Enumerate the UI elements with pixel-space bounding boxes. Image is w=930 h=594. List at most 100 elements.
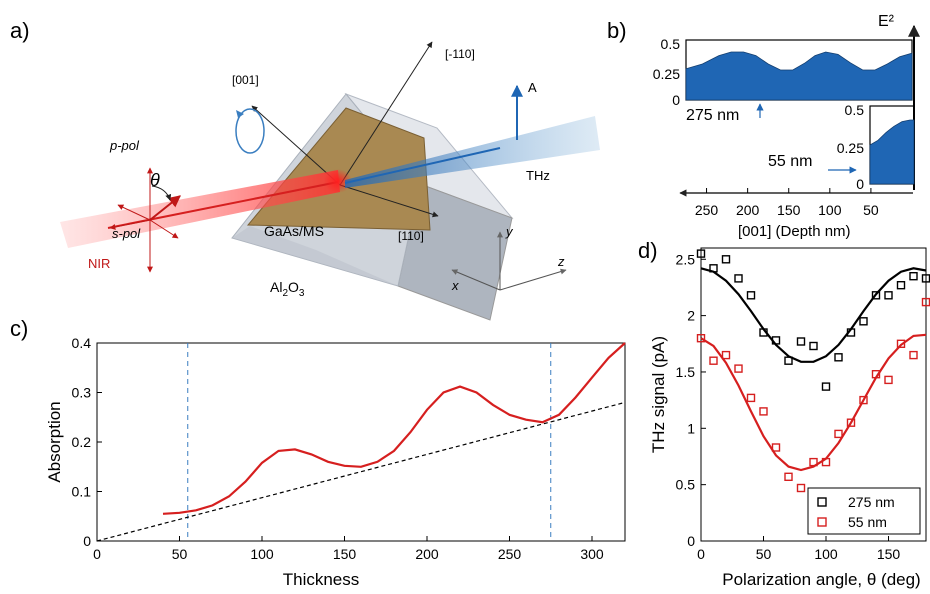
d-point-0 (834, 353, 843, 362)
p-pol-arrow (149, 195, 181, 221)
film-label: GaAs/MS (264, 223, 324, 239)
d-point-1 (734, 364, 743, 373)
d-point-0 (809, 341, 818, 351)
c-xtick-label: 200 (415, 546, 439, 562)
b-top-ytick: 0 (672, 92, 680, 108)
d-point-1 (884, 375, 893, 385)
b-bottom-ytick: 0.5 (845, 102, 865, 118)
e2-axis-label: E² (878, 13, 895, 30)
p-pol-label: p-pol (109, 138, 140, 153)
c-xtick-label: 150 (333, 546, 357, 562)
d-point-0 (859, 317, 868, 326)
c-xtick-label: 300 (580, 546, 604, 562)
d-xtick-label: 0 (697, 546, 705, 562)
d-legend-label-0: 275 nm (848, 494, 895, 510)
d-point-1 (784, 472, 793, 481)
s-pol-axis-b (149, 219, 179, 239)
c-reference-line (96, 401, 626, 542)
panel-d-label: d) (638, 238, 658, 263)
panel-d-thz-chart: 0 50 100 150 0 0.5 1 1.5 2 2.5 275 nm 55 nm Polariza… (649, 247, 930, 589)
d-point-0 (696, 249, 706, 258)
d-point-0 (909, 272, 918, 281)
d-point-0 (884, 291, 893, 300)
d-legend-marker-1 (817, 517, 827, 527)
d-fit-line-0 (700, 267, 927, 363)
thin-film-field-area (869, 119, 915, 185)
c-xtick-label: 0 (93, 546, 101, 562)
panel-c-absorption-chart: 0 50 100 150 200 250 300 0 0.1 0.2 0.3 0.4 Thickness… (45, 335, 626, 589)
c-ytick-label: 0.1 (72, 484, 92, 500)
axis-110m-line (339, 41, 433, 186)
d-ytick-label: 2 (687, 308, 695, 324)
d-ytick-label: 0.5 (676, 477, 696, 493)
d-point-1 (696, 334, 706, 343)
d-ytick-label: 0 (687, 533, 695, 549)
d-point-1 (771, 443, 781, 452)
d-point-0 (784, 356, 793, 365)
d-point-1 (746, 393, 756, 403)
d-xlabel: Polarization angle, θ (deg) (722, 570, 920, 589)
c-ylabel: Absorption (45, 401, 64, 482)
c-ytick-label: 0.3 (72, 385, 92, 401)
s-pol-arrow (109, 219, 151, 230)
d-ytick-label: 1 (687, 420, 695, 436)
b-top-ytick: 0.5 (661, 36, 681, 52)
coordinate-triad (451, 231, 567, 291)
c-xtick-label: 100 (250, 546, 274, 562)
d-plot-frame (700, 247, 927, 542)
d-point-1 (821, 457, 831, 467)
thz-beam (344, 84, 600, 188)
axis-001-label: [001] (232, 73, 259, 87)
b-xtick-label: 50 (863, 202, 879, 218)
d-point-0 (746, 291, 756, 300)
axis-110-line (339, 184, 439, 218)
c-xlabel: Thickness (283, 570, 360, 589)
d-point-0 (796, 337, 806, 346)
thz-beam-ray (344, 147, 501, 184)
d-xtick-label: 100 (814, 546, 838, 562)
d-point-1 (846, 418, 856, 427)
c-absorption-line (162, 342, 626, 515)
thz-label: THz (526, 168, 550, 183)
b-xtick-label: 250 (695, 202, 719, 218)
d-xtick-label: 50 (756, 546, 772, 562)
b-xtick-label: 100 (818, 202, 842, 218)
d-legend-marker-0 (817, 497, 827, 507)
z-coord-label: z (557, 254, 565, 269)
d-point-1 (721, 350, 731, 360)
d-point-1 (759, 407, 768, 416)
d-point-0 (846, 328, 856, 337)
d-point-0 (896, 281, 906, 290)
d-point-1 (896, 339, 906, 348)
b-top-ytick: 0.25 (653, 66, 680, 82)
d-point-0 (871, 291, 881, 300)
x-coord-label: x (451, 278, 459, 293)
b-xtick-label: 200 (736, 202, 760, 218)
c-ytick-label: 0.2 (72, 434, 92, 450)
panel-b-label: b) (607, 18, 627, 43)
panel-c-label: c) (10, 316, 28, 341)
d-point-1 (809, 457, 818, 467)
b-bottom-ytick: 0.25 (837, 140, 864, 156)
substrate-label: Al2O3 (270, 279, 305, 299)
d-point-0 (821, 382, 831, 391)
d-point-1 (834, 429, 843, 439)
d-point-1 (859, 395, 868, 405)
panel-a-label: a) (10, 18, 30, 43)
theta-label: θ (150, 170, 160, 190)
thin-film-label: 55 nm (768, 153, 812, 170)
b-xtick-label: 150 (777, 202, 801, 218)
d-point-0 (734, 274, 743, 283)
nir-label: NIR (88, 256, 110, 271)
theta-arc (151, 185, 172, 201)
b-bottom-ytick: 0 (856, 176, 864, 192)
d-ytick-label: 2.5 (676, 251, 696, 267)
a-field-label: A (528, 80, 537, 95)
axis-110m-label: [-110] (445, 47, 475, 61)
y-coord-label: y (505, 224, 514, 239)
c-plot-frame (96, 342, 626, 542)
c-xtick-label: 50 (172, 546, 188, 562)
d-legend-label-1: 55 nm (848, 514, 887, 530)
